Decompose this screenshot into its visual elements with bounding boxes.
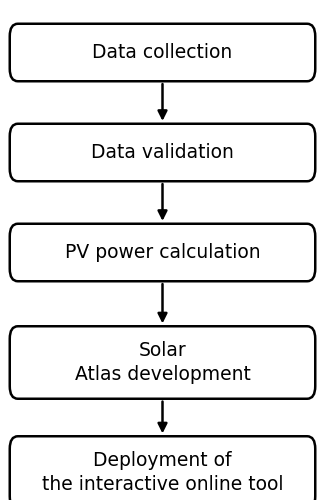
- Text: Deployment of
the interactive online tool: Deployment of the interactive online too…: [42, 451, 283, 494]
- FancyBboxPatch shape: [10, 326, 315, 399]
- FancyBboxPatch shape: [10, 24, 315, 81]
- FancyBboxPatch shape: [10, 224, 315, 281]
- Text: Solar
Atlas development: Solar Atlas development: [74, 341, 251, 384]
- Text: PV power calculation: PV power calculation: [65, 243, 260, 262]
- FancyBboxPatch shape: [10, 124, 315, 181]
- Text: Data collection: Data collection: [92, 43, 233, 62]
- Text: Data validation: Data validation: [91, 143, 234, 162]
- FancyBboxPatch shape: [10, 436, 315, 500]
